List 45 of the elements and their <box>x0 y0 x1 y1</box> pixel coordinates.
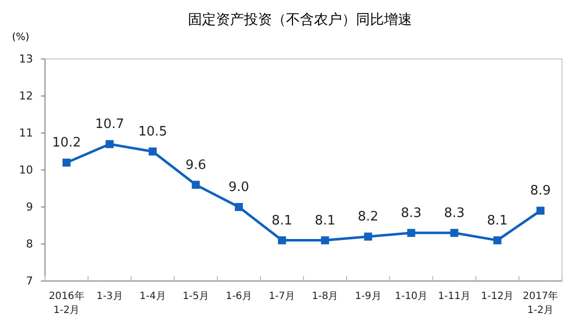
point <box>364 232 372 241</box>
y-tick-label: 10 <box>19 164 33 177</box>
point <box>234 203 243 211</box>
point <box>321 236 330 244</box>
data-label: 9.6 <box>185 158 206 173</box>
x-tick-label: 1-11月 <box>438 291 471 302</box>
point <box>106 140 114 148</box>
point <box>62 158 71 167</box>
data-label: 10.7 <box>95 117 124 132</box>
data-label: 8.1 <box>487 213 508 228</box>
x-tick-label: 1-8月 <box>312 291 338 302</box>
point <box>450 228 458 237</box>
y-tick-label: 12 <box>19 90 33 103</box>
y-axis-title: (%) <box>12 32 30 43</box>
x-tick-label: 1-7月 <box>268 291 296 302</box>
x-tick-label: 1-4月 <box>140 291 166 302</box>
data-label: 8.1 <box>272 213 292 228</box>
point <box>407 228 416 237</box>
data-label: 10.2 <box>52 136 82 151</box>
point <box>192 180 200 189</box>
data-label: 8.3 <box>444 206 465 221</box>
x-tick-label: 1-12月 <box>481 291 514 302</box>
chart-title: 固定资产投资（不含农户）同比增速 <box>188 12 412 28</box>
y-tick-label: 13 <box>19 52 33 66</box>
point <box>278 236 286 244</box>
data-label: 8.3 <box>400 206 422 221</box>
point <box>536 206 544 215</box>
y-tick-label: 9 <box>26 200 33 214</box>
data-label: 9.0 <box>228 180 250 195</box>
x-tick-label: 1-10月 <box>394 291 428 302</box>
y-tick-label: 8 <box>26 238 33 251</box>
x-tick-label: 2016年 1-2月 <box>48 290 84 316</box>
x-tick-label: 1-9月 <box>354 291 382 302</box>
data-label: 8.1 <box>314 213 336 228</box>
x-tick-label: 1-5月 <box>182 291 209 302</box>
data-label: 10.5 <box>138 124 168 140</box>
x-tick-label: 2017年 1-2月 <box>522 290 558 316</box>
y-tick-label: 11 <box>19 126 33 140</box>
point <box>493 236 502 244</box>
data-label: 8.2 <box>358 210 378 225</box>
y-tick-label: 7 <box>26 274 33 288</box>
point <box>148 148 157 156</box>
x-tick-label: 1-3月 <box>96 291 123 302</box>
data-label: 8.9 <box>530 184 551 199</box>
x-tick-label: 1-6月 <box>226 291 252 302</box>
